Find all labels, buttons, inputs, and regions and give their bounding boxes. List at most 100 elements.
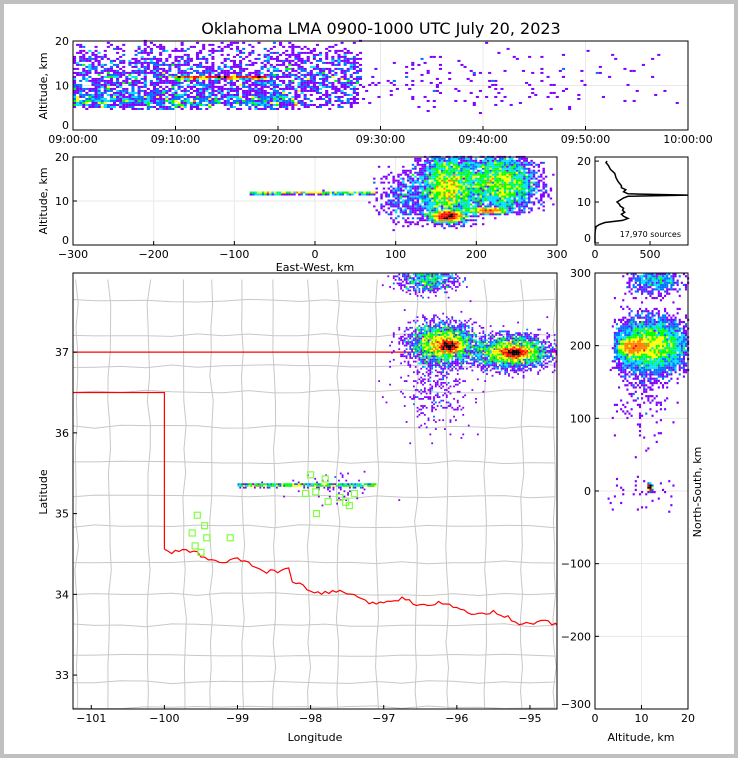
density-cell [159, 81, 163, 84]
density-cell [457, 187, 461, 190]
density-cell [474, 207, 478, 210]
density-cell [143, 65, 147, 68]
density-cell [469, 197, 473, 200]
density-cell [122, 103, 126, 106]
density-cell [445, 181, 449, 184]
density-cell [149, 95, 153, 98]
density-cell [174, 79, 178, 82]
density-cell [358, 69, 363, 72]
density-cell [515, 169, 519, 172]
density-cell [285, 107, 289, 110]
density-cell [397, 173, 400, 176]
density-cell [436, 169, 439, 172]
density-cell [389, 81, 393, 84]
density-cell [392, 201, 395, 204]
x-tick-label: 300 [547, 248, 568, 261]
density-cell [506, 193, 509, 196]
density-cell [491, 177, 495, 180]
density-cell [659, 323, 662, 326]
density-cell [122, 61, 126, 64]
density-cell [242, 79, 246, 82]
density-cell [156, 67, 160, 70]
density-cell [79, 63, 83, 66]
density-cell [462, 167, 466, 170]
density-cell [409, 181, 412, 184]
density-cell [455, 185, 458, 188]
density-cell [481, 217, 485, 220]
density-cell [641, 338, 644, 341]
density-cell [636, 351, 639, 354]
density-cell [208, 69, 212, 72]
density-cell [657, 373, 660, 376]
density-cell [211, 57, 215, 60]
density-cell [513, 197, 516, 200]
density-cell [443, 221, 446, 224]
density-cell [232, 65, 236, 68]
density-cell [684, 323, 688, 326]
density-cell [452, 219, 456, 222]
density-cell [146, 87, 150, 90]
density-cell [552, 83, 556, 86]
density-cell [242, 93, 246, 96]
density-cell [457, 169, 461, 172]
density-cell [421, 215, 424, 218]
density-cell [100, 85, 104, 88]
density-cell [491, 207, 495, 210]
density-cell [666, 375, 669, 378]
density-cell [503, 181, 507, 184]
density-cell [537, 169, 541, 172]
density-cell [636, 340, 639, 343]
density-cell [328, 45, 332, 48]
density-cell [143, 83, 147, 86]
density-cell [674, 347, 677, 350]
density-cell [643, 379, 646, 382]
density-cell [542, 193, 545, 196]
density-cell [285, 87, 289, 90]
density-cell [82, 69, 86, 72]
density-cell [88, 55, 92, 58]
density-cell [496, 165, 499, 168]
density-cell [518, 175, 521, 178]
density-cell [477, 163, 480, 166]
density-cell [632, 99, 636, 102]
density-cell [109, 103, 113, 106]
density-cell [208, 95, 212, 98]
density-cell [199, 93, 203, 96]
density-cell [426, 207, 429, 210]
density-cell [682, 358, 685, 361]
density-cell [159, 59, 163, 62]
density-cell [638, 340, 642, 343]
density-cell [484, 185, 487, 188]
density-cell [549, 189, 553, 192]
density-cell [684, 288, 688, 291]
density-cell [620, 355, 623, 359]
density-cell [180, 57, 184, 60]
density-cell [159, 53, 163, 56]
density-cell [414, 223, 417, 226]
density-cell [409, 189, 412, 192]
density-cell [259, 191, 262, 194]
density-cell [229, 41, 233, 44]
density-cell [641, 340, 644, 343]
density-cell [469, 225, 473, 228]
density-cell [140, 55, 144, 58]
density-cell [343, 69, 347, 72]
density-cell [245, 77, 249, 80]
density-cell [397, 187, 400, 190]
density-cell [645, 384, 648, 387]
density-cell [630, 349, 633, 352]
density-cell [684, 314, 688, 317]
density-cell [404, 219, 407, 222]
density-cell [199, 91, 203, 94]
density-cell [452, 163, 456, 166]
density-cell [337, 67, 341, 70]
density-cell [232, 95, 236, 98]
density-cell [527, 193, 531, 196]
density-cell [340, 95, 344, 98]
density-cell [82, 93, 86, 96]
density-cell [97, 101, 101, 104]
density-cell [624, 334, 627, 337]
density-cell [174, 57, 178, 60]
density-cell [131, 83, 135, 86]
density-cell [220, 89, 224, 92]
